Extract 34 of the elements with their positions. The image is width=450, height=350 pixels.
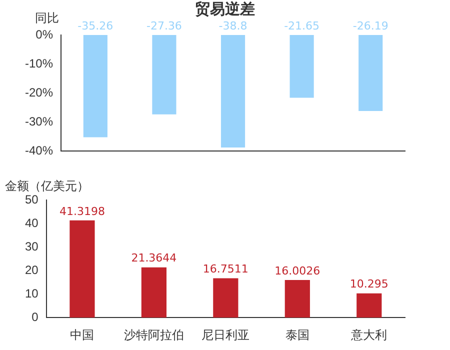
- bar: [141, 267, 166, 318]
- x-tick-label: 意大利: [350, 328, 388, 342]
- y-tick-label: 10: [24, 286, 39, 300]
- data-label: -26.19: [352, 19, 388, 32]
- y-tick-label: -40%: [25, 143, 54, 158]
- data-label: -35.26: [78, 19, 114, 32]
- x-tick-label: 中国: [70, 328, 94, 342]
- y-tick-label: 0%: [36, 27, 54, 42]
- y-tick-label: -10%: [25, 56, 54, 70]
- data-label: 21.3644: [131, 252, 177, 265]
- x-tick-label: 沙特阿拉伯: [124, 328, 184, 342]
- data-label: -27.36: [146, 19, 182, 32]
- data-label: -38.8: [218, 19, 248, 32]
- bar: [213, 278, 238, 318]
- data-label: 16.7511: [202, 262, 248, 276]
- y-axis-title: 金额（亿美元）: [5, 178, 89, 195]
- data-label: 41.3198: [59, 204, 105, 218]
- x-tick-label: 尼日利亚: [202, 328, 250, 342]
- y-axis-title: 同比: [35, 10, 59, 27]
- y-tick-label: 30: [24, 239, 39, 254]
- bar: [284, 280, 310, 318]
- data-label: 10.295: [350, 278, 388, 291]
- y-tick-label: 0: [32, 310, 39, 324]
- data-label: 16.0026: [274, 264, 320, 278]
- x-tick-label: 泰国: [285, 328, 310, 342]
- y-tick-label: -30%: [25, 114, 54, 128]
- y-tick-label: -20%: [25, 85, 54, 100]
- y-tick-label: 50: [24, 192, 39, 206]
- data-label: -21.65: [284, 19, 320, 32]
- bar: [70, 220, 95, 318]
- y-tick-label: 40: [24, 216, 39, 230]
- chart-title: 贸易逆差: [195, 0, 255, 18]
- bar: [356, 293, 382, 318]
- y-tick-label: 20: [24, 262, 39, 277]
